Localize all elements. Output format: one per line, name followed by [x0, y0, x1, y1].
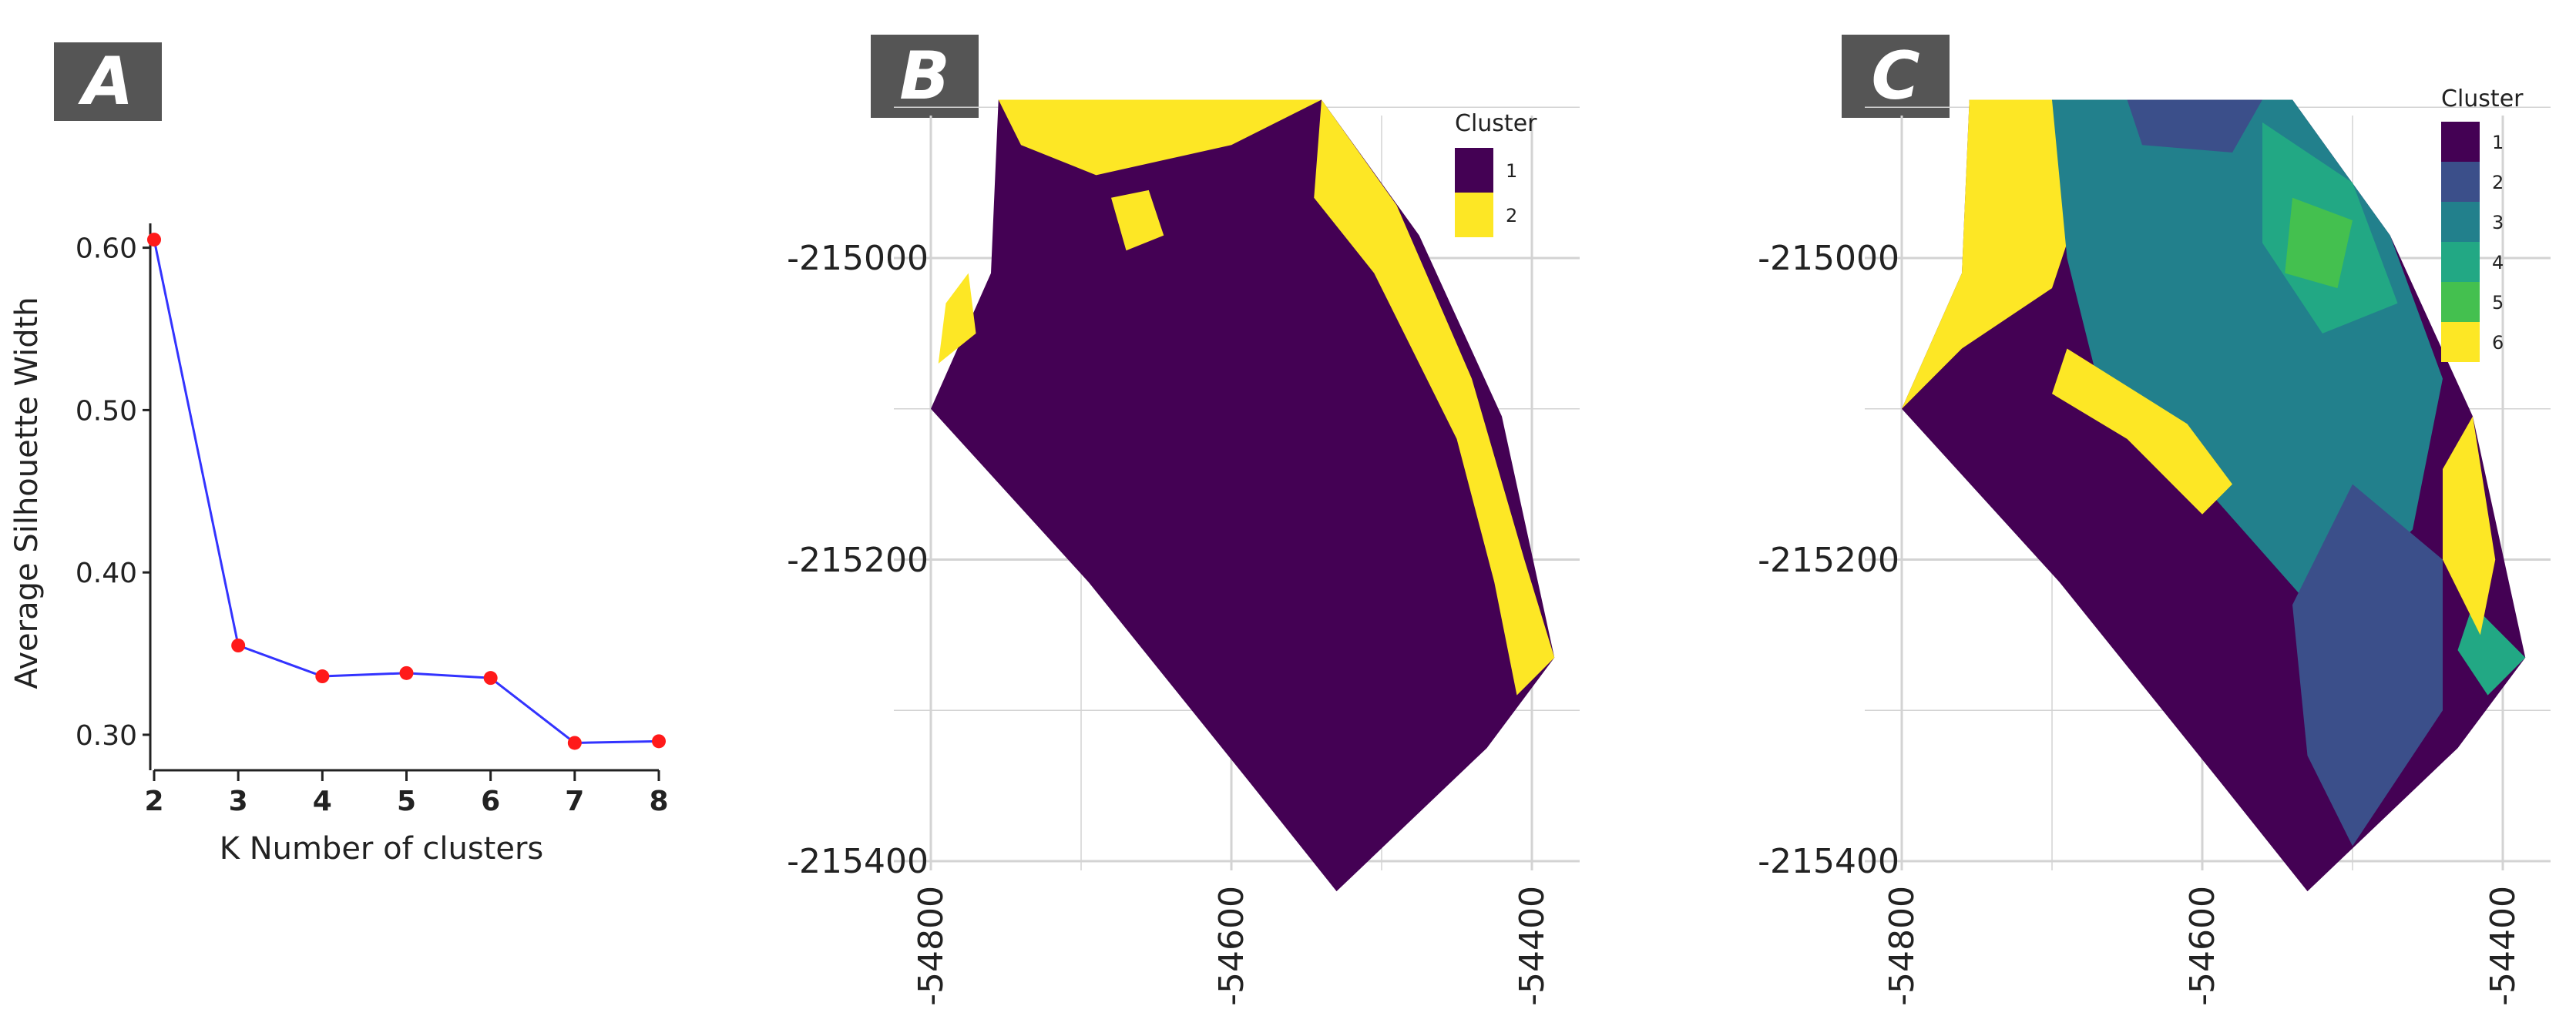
y-tick-label: -215000 [1758, 239, 1899, 278]
x-tick-label: -54600 [1212, 886, 1251, 1006]
panel-b-label: B [871, 35, 979, 118]
cluster-2-region [2127, 99, 2262, 153]
x-tick-label: 3 [229, 786, 248, 817]
legend-title: Cluster [2441, 85, 2524, 112]
y-tick-label: -215000 [787, 239, 929, 278]
x-tick-label: -54800 [1882, 886, 1922, 1006]
x-tick-label: -54400 [2484, 886, 2523, 1006]
cluster-6-region [2443, 416, 2496, 635]
x-tick-label: -54800 [912, 886, 951, 1006]
y-tick-label: 0.30 [76, 720, 137, 752]
data-point [147, 233, 161, 247]
data-point [315, 669, 330, 684]
x-tick-label: 4 [313, 786, 332, 817]
x-axis-label: K Number of clusters [220, 831, 544, 867]
data-point [231, 639, 246, 652]
cluster-2-region [998, 99, 1322, 176]
cluster-3-region [2052, 99, 2443, 620]
cluster-2-region [2292, 484, 2443, 847]
y-tick-label: -215400 [1758, 842, 1899, 881]
series-line [153, 239, 660, 744]
cluster-4-region [2457, 605, 2526, 696]
legend-swatch [2441, 202, 2480, 242]
legend-label: 1 [2492, 132, 2504, 153]
legend-title: Cluster [1455, 110, 1537, 137]
cluster-1-area [931, 99, 1555, 892]
legend-label: 3 [2492, 212, 2504, 233]
legend-swatch [1455, 148, 1493, 193]
x-tick-label: 5 [397, 786, 416, 817]
legend-label: 2 [1506, 205, 1517, 226]
data-point [567, 736, 582, 750]
legend-swatch [2441, 282, 2480, 322]
cluster-2-region [1314, 99, 1555, 696]
cluster-6-region [1902, 99, 2082, 409]
legend-swatch [2441, 162, 2480, 202]
y-tick-label: 0.50 [76, 395, 137, 427]
x-tick-label: 7 [565, 786, 584, 817]
panel-c-label: C [1842, 35, 1950, 118]
y-tick-label: -215400 [787, 842, 929, 881]
data-point [399, 666, 414, 680]
legend-label: 4 [2492, 252, 2504, 273]
cluster-1-area [1902, 99, 2526, 892]
legend-swatch [2441, 122, 2480, 162]
y-tick-label: 0.60 [76, 233, 137, 265]
y-tick-label: -215200 [787, 541, 929, 580]
cluster-6-region [2052, 348, 2232, 515]
cluster-5-region [2285, 197, 2353, 289]
x-tick-label: 8 [649, 786, 668, 817]
legend-label: 6 [2492, 332, 2504, 354]
cluster-4-region [2262, 122, 2398, 334]
legend-swatch [1455, 193, 1493, 237]
x-tick-label: -54400 [1513, 886, 1552, 1006]
legend-label: 2 [2492, 172, 2504, 193]
legend-label: 5 [2492, 292, 2504, 313]
legend-swatch [2441, 322, 2480, 362]
panel-a-label: A [54, 42, 162, 121]
cluster-2-region [1111, 189, 1164, 251]
x-tick-label: 6 [481, 786, 500, 817]
data-point [652, 734, 666, 749]
y-tick-label: 0.40 [76, 558, 137, 589]
x-tick-label: 2 [144, 786, 163, 817]
cluster-2-region [938, 273, 976, 364]
data-point [483, 671, 498, 686]
x-tick-label: -54600 [2183, 886, 2222, 1006]
legend-label: 1 [1506, 160, 1517, 182]
y-tick-label: -215200 [1758, 541, 1899, 580]
y-axis-label: Average Silhouette Width [9, 297, 45, 689]
legend-swatch [2441, 242, 2480, 282]
